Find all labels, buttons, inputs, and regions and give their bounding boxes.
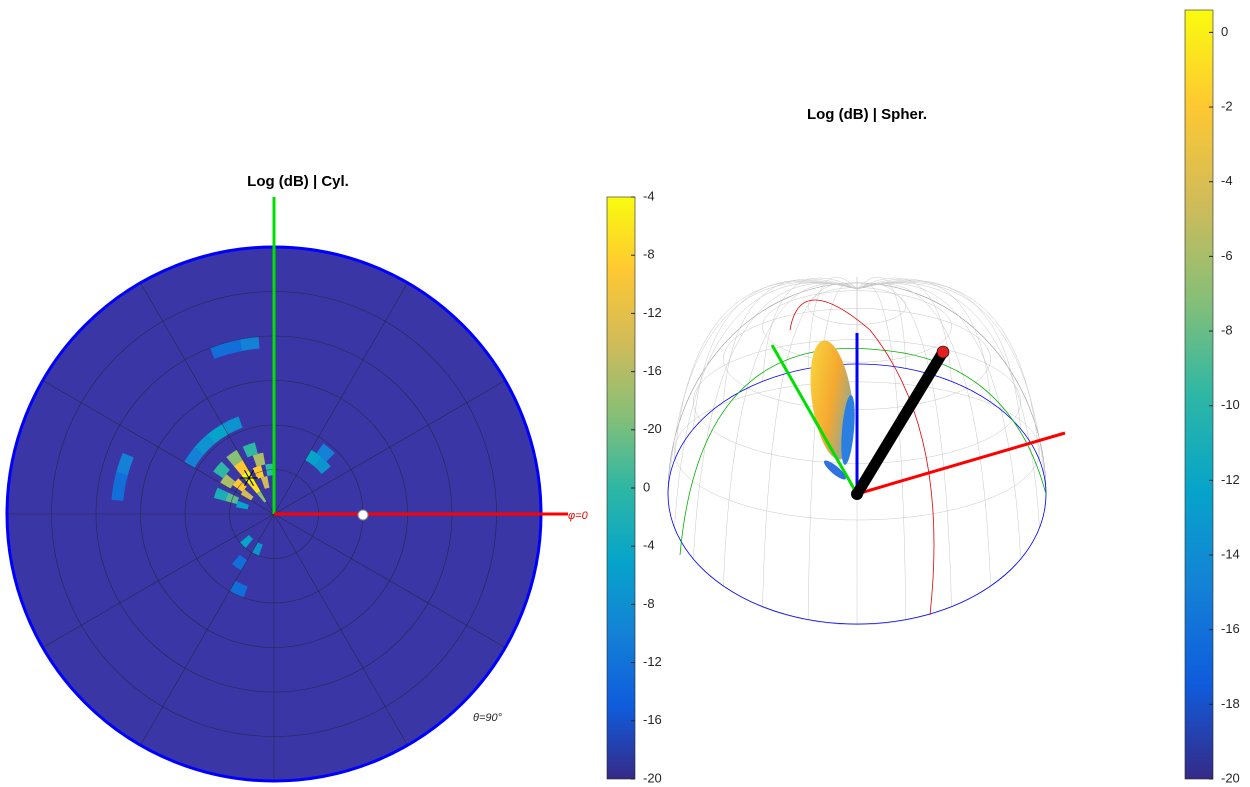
colorbar-tick-label: -4: [1221, 173, 1233, 188]
heat-cell: [239, 534, 254, 549]
meridian-grid: [674, 281, 1040, 528]
colorbar-tick-label: -6: [1221, 248, 1233, 263]
colorbar-tick-label: -20: [1221, 770, 1240, 785]
polar-spoke: [273, 513, 408, 746]
colorbar-tick-label: -16: [1221, 621, 1240, 636]
polar-spoke: [42, 513, 275, 648]
marker: [357, 509, 369, 521]
colorbar-tick-label: -10: [1221, 397, 1240, 412]
colorbar-tick-label: -8: [643, 247, 655, 262]
axis-y: [770, 344, 859, 495]
heat-cell: [252, 452, 266, 467]
heat-cell: [256, 490, 267, 503]
peak-marker: [244, 469, 254, 487]
colorbar-tick-label: -14: [1221, 546, 1240, 561]
annotation: φ=0: [568, 510, 589, 522]
heat-cell: [251, 542, 263, 556]
colorbar-tick-label: -2: [1221, 98, 1233, 113]
colorbar-tick-label: -20: [643, 421, 662, 436]
origin: [851, 488, 863, 500]
heat-cell: [111, 471, 128, 501]
colorbar-tick-label: -4: [643, 538, 655, 553]
colorbar-tick-label: -12: [1221, 472, 1240, 487]
heat-cell: [184, 447, 204, 469]
side-lobe: [823, 460, 847, 480]
side-lobe: [841, 395, 855, 465]
heat-cell: [210, 339, 243, 359]
heat-cell: [213, 487, 229, 501]
heat-cell: [220, 473, 236, 489]
beam-direction: [851, 346, 949, 500]
colorbar: [606, 196, 636, 780]
polar-spoke: [273, 282, 408, 515]
colorbar-tick-label: -18: [1221, 696, 1240, 711]
heat-cell: [213, 461, 230, 479]
heat-cell: [236, 500, 249, 510]
polar-spoke: [140, 282, 275, 515]
heat-cell: [242, 442, 258, 458]
heat-cell: [207, 424, 229, 444]
chart-title: Log (dB) | Cyl.: [247, 173, 349, 190]
meridian-grid: [762, 277, 952, 607]
colorbar-tick-label: -12: [643, 305, 662, 320]
colorbar-tick-label: -20: [643, 770, 662, 785]
colorbar-tick-label: -4: [643, 188, 655, 203]
heat-cell: [305, 449, 322, 467]
heat-cell: [222, 416, 243, 435]
green-arc: [679, 348, 1047, 556]
beam-tip: [936, 345, 950, 359]
colorbar-tick-label: 0: [643, 479, 650, 494]
polar-spoke: [42, 380, 275, 515]
sphere-plot: [667, 276, 1066, 625]
heat-cell: [260, 476, 270, 489]
colorbar-tick-label: -8: [1221, 322, 1233, 337]
heat-cell: [240, 489, 254, 501]
annotation: θ=90°: [473, 712, 503, 724]
polar-spoke: [273, 513, 506, 648]
heat-cell: [232, 478, 247, 492]
heat-cell: [194, 434, 215, 455]
heat-cell: [226, 449, 243, 467]
colorbar-tick-label: 0: [1221, 24, 1228, 39]
red-arc: [789, 299, 935, 616]
chart-title: Log (dB) | Spher.: [807, 106, 927, 123]
heat-cell: [316, 443, 335, 462]
heat-cell: [314, 457, 331, 474]
colorbar: [1184, 9, 1214, 780]
colorbar-tick-label: -16: [643, 363, 662, 378]
axis-x: [856, 431, 1066, 496]
colorbar-tick-label: -12: [643, 654, 662, 669]
colorbar-tick-label: -8: [643, 596, 655, 611]
polar-spoke: [273, 380, 506, 515]
meridian-grid: [807, 277, 907, 620]
polar-spoke: [140, 513, 275, 746]
colorbar-tick-label: -16: [643, 712, 662, 727]
